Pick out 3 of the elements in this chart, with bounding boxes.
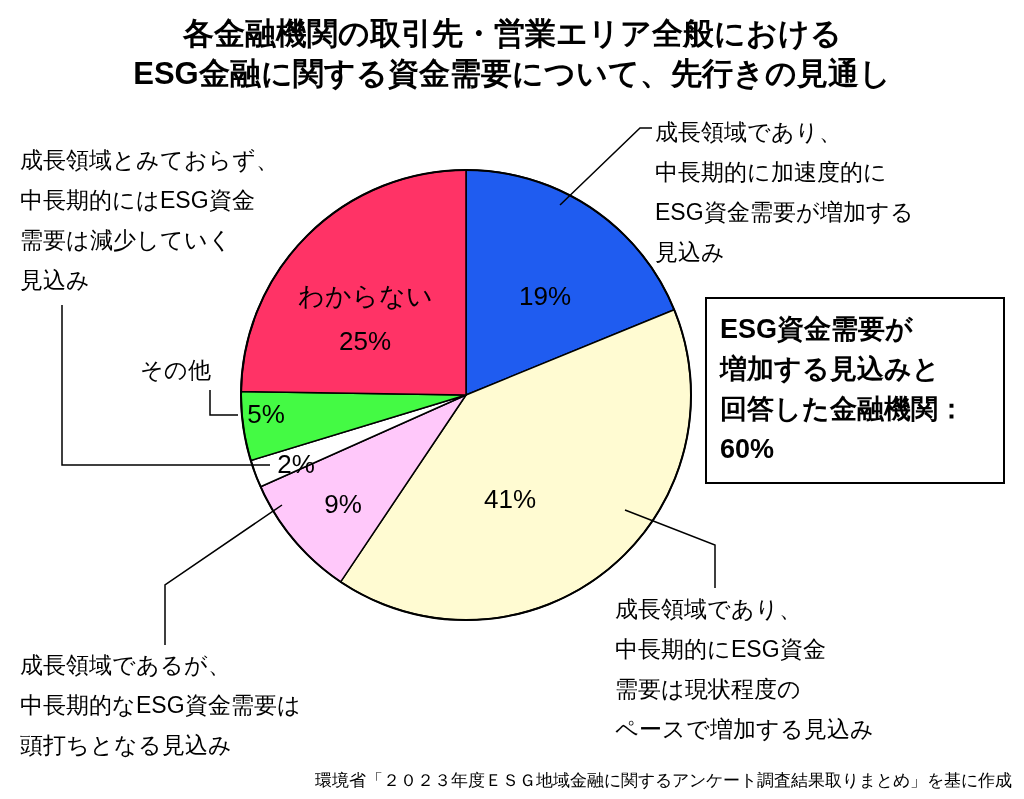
annotation: 環境省「２０２３年度ＥＳＧ地域金融に関するアンケート調査結果取りまとめ」を基に作成 [315,771,1012,790]
annotation: ESG資金需要が増加する見込みと回答した金融機関：60% [720,314,965,464]
title: 各金融機関の取引先・営業エリア全般における ESG金融に関する資金需要について、先行きの見通し [133,16,891,91]
